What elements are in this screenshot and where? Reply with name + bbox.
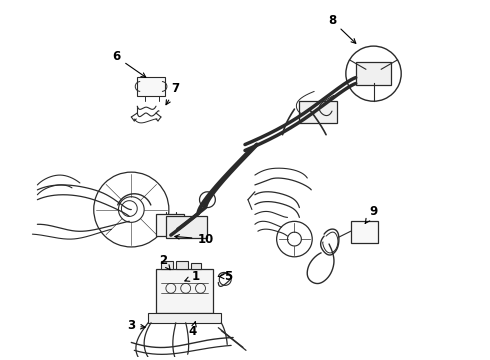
Bar [176,261,188,269]
Bar [161,261,173,269]
Text: 3: 3 [127,319,145,332]
Bar [191,263,200,269]
Text: 9: 9 [365,205,378,224]
Bar [356,62,392,85]
Text: 2: 2 [159,254,170,270]
Text: 7: 7 [166,82,180,105]
Text: 8: 8 [328,14,356,43]
Text: 5: 5 [219,270,232,283]
Text: 10: 10 [175,233,214,246]
Bar [137,77,165,96]
Bar [156,269,213,313]
Text: 1: 1 [185,270,199,283]
Bar [156,215,184,236]
Bar [299,101,337,123]
Bar [148,313,221,323]
Text: 6: 6 [112,50,146,77]
Bar [351,221,378,243]
Bar [166,216,207,238]
Text: 4: 4 [189,322,196,338]
